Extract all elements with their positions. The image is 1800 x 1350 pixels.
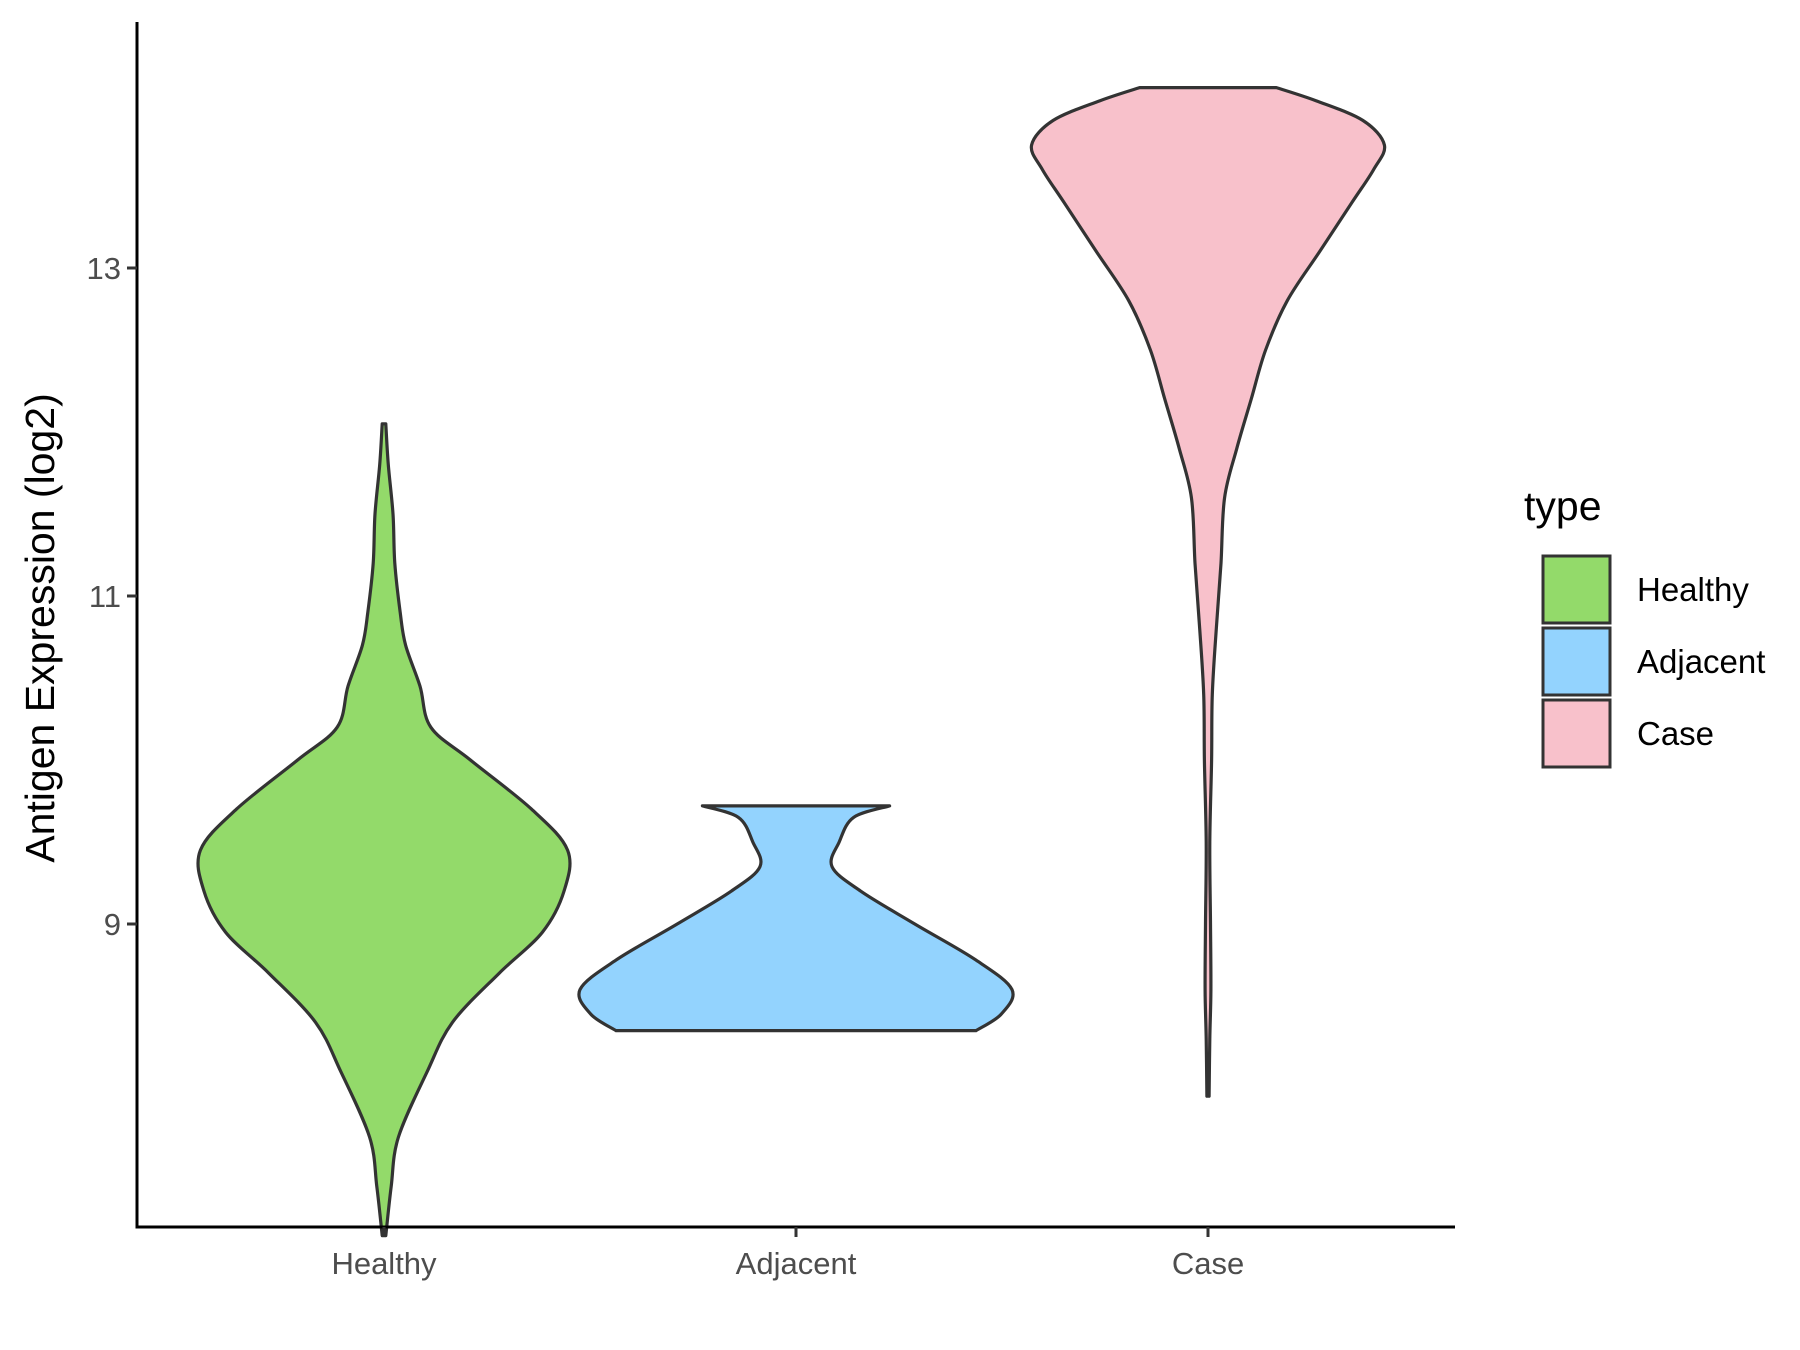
- legend-title: type: [1524, 483, 1602, 529]
- y-ticks: 9 11 13: [87, 251, 137, 942]
- legend-key-healthy: [1541, 554, 1612, 625]
- violin-case: [1029, 86, 1387, 1098]
- x-tick-label: Healthy: [331, 1246, 437, 1281]
- legend-key-adjacent: [1541, 626, 1612, 697]
- violin-adjacent: [577, 804, 1015, 1033]
- y-tick-label: 13: [87, 251, 121, 286]
- violin-group: [196, 86, 1387, 1238]
- x-tick-label: Case: [1172, 1246, 1244, 1281]
- legend-label-healthy: Healthy: [1637, 571, 1749, 608]
- x-tick-label: Adjacent: [736, 1246, 857, 1281]
- y-tick-label: 9: [104, 907, 121, 942]
- violin-healthy: [196, 422, 572, 1238]
- x-ticks: Healthy Adjacent Case: [331, 1227, 1244, 1281]
- y-tick-label: 11: [89, 579, 121, 614]
- legend-label-adjacent: Adjacent: [1637, 643, 1765, 680]
- y-axis-title: Antigen Expression (log2): [17, 393, 63, 862]
- legend-key-case: [1541, 698, 1612, 769]
- legend: type Healthy Adjacent Case: [1524, 483, 1765, 769]
- legend-label-case: Case: [1637, 715, 1714, 752]
